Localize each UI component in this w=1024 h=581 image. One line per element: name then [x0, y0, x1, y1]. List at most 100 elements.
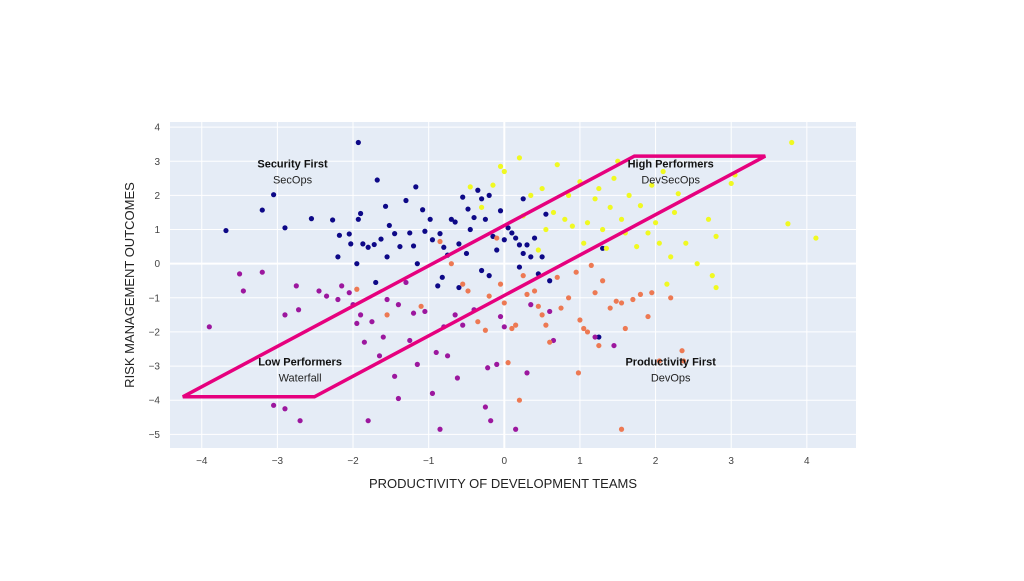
point-devsecops: [785, 221, 791, 227]
point-waterfall: [369, 319, 375, 325]
x-tick-label: −3: [272, 456, 284, 467]
annotation-title: Productivity First: [625, 356, 716, 368]
point-waterfall: [454, 375, 461, 381]
point-devsecops: [467, 184, 473, 190]
y-tick-label: 1: [154, 225, 160, 236]
point-secops: [516, 242, 523, 248]
annotation-title: Security First: [257, 158, 328, 170]
point-devsecops: [565, 192, 572, 198]
point-secops: [410, 243, 417, 249]
point-secops: [259, 207, 265, 213]
point-waterfall: [494, 361, 500, 367]
point-devops: [497, 281, 504, 287]
point-secops: [435, 283, 441, 289]
point-secops: [448, 216, 454, 222]
point-secops: [223, 227, 229, 234]
point-secops: [420, 207, 426, 213]
point-devops: [607, 305, 613, 311]
point-secops: [392, 231, 398, 237]
point-secops: [397, 243, 403, 250]
point-secops: [509, 230, 515, 236]
point-devops: [577, 317, 583, 323]
point-devops: [354, 286, 360, 292]
point-secops: [414, 261, 420, 267]
point-waterfall: [380, 334, 386, 340]
annotation-title: Low Performers: [258, 356, 342, 368]
x-tick-label: 2: [653, 456, 659, 467]
high-performers-highlight: [182, 154, 767, 399]
point-devsecops: [728, 180, 734, 187]
y-tick-label: −2: [149, 327, 161, 338]
point-devops: [596, 342, 602, 349]
point-waterfall: [206, 324, 212, 330]
point-devsecops: [618, 216, 625, 222]
plot-area: [170, 122, 856, 448]
annotation-subtitle: DevOps: [651, 372, 691, 384]
point-devops: [524, 291, 530, 297]
point-waterfall: [611, 342, 617, 349]
point-secops: [439, 274, 445, 280]
point-secops: [373, 279, 379, 286]
y-tick-label: 3: [154, 157, 160, 168]
point-secops: [479, 267, 485, 274]
point-secops: [479, 196, 485, 202]
point-secops: [452, 219, 458, 225]
point-devops: [437, 238, 443, 245]
point-devops: [520, 273, 526, 279]
point-devops: [475, 319, 481, 325]
point-devops: [535, 303, 541, 309]
x-tick-label: 1: [577, 456, 583, 467]
point-secops: [282, 225, 288, 231]
point-secops: [486, 192, 492, 198]
y-tick-label: 4: [154, 123, 160, 134]
point-secops: [355, 216, 361, 222]
point-devops: [600, 278, 606, 284]
point-devops: [509, 325, 515, 332]
point-waterfall: [259, 269, 265, 275]
point-waterfall: [592, 334, 598, 340]
point-secops: [407, 230, 413, 236]
point-devsecops: [562, 216, 568, 222]
point-devops: [482, 327, 488, 333]
point-waterfall: [407, 337, 413, 344]
point-devsecops: [713, 284, 719, 291]
point-secops: [346, 231, 352, 237]
point-waterfall: [513, 426, 519, 432]
gridlines: [170, 122, 856, 448]
data-points: [206, 139, 819, 432]
point-secops: [348, 241, 354, 247]
point-secops: [531, 235, 538, 241]
point-devops: [668, 295, 674, 301]
point-devops: [588, 262, 594, 268]
quadrant-annotations: Security First SecOps High Performers DevSe…: [257, 158, 716, 384]
point-devops: [516, 397, 523, 403]
point-devsecops: [709, 273, 715, 279]
point-waterfall: [240, 288, 246, 294]
point-devops: [505, 360, 511, 366]
point-secops: [497, 208, 504, 214]
point-secops: [330, 217, 336, 223]
point-devsecops: [660, 168, 666, 175]
point-devsecops: [490, 182, 496, 188]
annotation-subtitle: Waterfall: [279, 372, 322, 384]
point-devsecops: [528, 192, 534, 198]
point-secops: [382, 203, 389, 209]
point-devops: [581, 325, 587, 332]
point-devops: [573, 269, 579, 275]
point-secops: [271, 192, 277, 198]
point-devops: [547, 339, 553, 345]
point-waterfall: [437, 426, 443, 432]
x-tick-label: −4: [196, 456, 208, 467]
point-devops: [618, 426, 625, 432]
point-devsecops: [543, 226, 549, 233]
point-secops: [365, 244, 371, 250]
point-devsecops: [607, 204, 613, 210]
point-secops: [460, 194, 466, 200]
point-devops: [543, 322, 549, 328]
x-tick-label: −1: [423, 456, 435, 467]
point-secops: [547, 278, 553, 284]
point-secops: [475, 187, 481, 193]
point-devsecops: [652, 220, 659, 226]
point-devsecops: [675, 191, 681, 197]
point-waterfall: [395, 302, 402, 308]
